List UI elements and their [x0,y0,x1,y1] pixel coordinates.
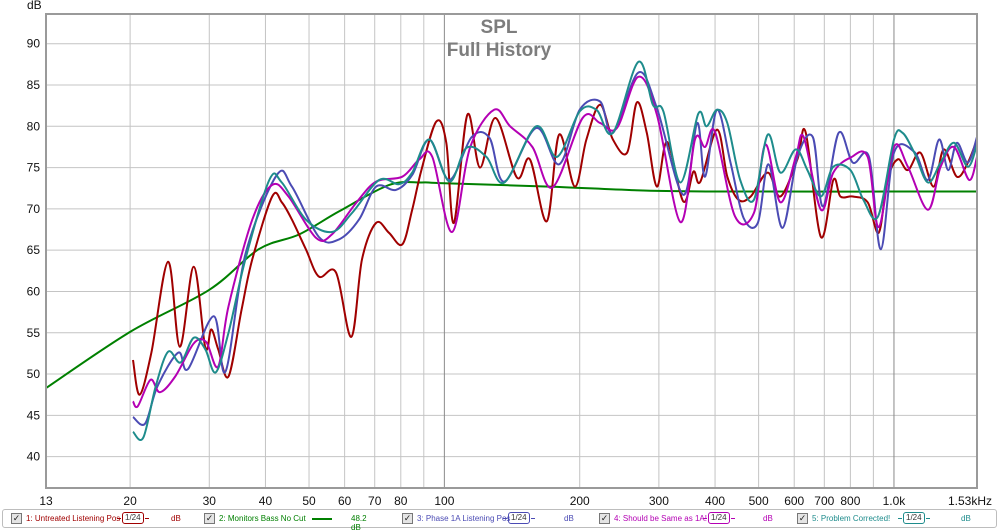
spl-chart: dB SPL Full History 40 45 50 55 60 65 70 75 80 85… [27,0,992,508]
checkbox-series-3[interactable]: ✓ [402,513,413,524]
checkbox-series-2[interactable]: ✓ [204,513,215,524]
checkbox-series-4[interactable]: ✓ [599,513,610,524]
chart-title: SPL [481,17,518,38]
series-line-2 [45,180,978,389]
checkbox-series-1[interactable]: ✓ [11,513,22,524]
x-tick-label: 80 [394,494,408,508]
y-tick-label: 40 [27,450,41,464]
y-tick-label: 80 [27,119,41,133]
grid [46,14,977,488]
legend-value: dB [564,514,574,523]
legend-label: 5: Problem Corrected! [812,514,891,523]
legend-value: dB [763,514,773,523]
legend-label: 4: Should be Same as 1A! [614,514,707,523]
plot-frame [45,13,978,489]
x-tick-label: 1.0k [883,494,907,508]
x-tick-label: 800 [840,494,860,508]
x-tick-label: 400 [705,494,725,508]
x-tick-label: 60 [338,494,352,508]
y-tick-label: 90 [27,37,41,51]
x-tick-label: 700 [814,494,834,508]
legend-label: 2: Monitors Bass No Cut [219,514,306,523]
line-sample [312,518,332,520]
x-tick-label: 500 [749,494,769,508]
legend-label: 3: Phase 1A Listening Pos [417,514,511,523]
x-tick-label: 70 [368,494,382,508]
y-tick-label: 50 [27,367,41,381]
y-tick-label: 75 [27,161,41,175]
x-tick-label: 13 [39,494,53,508]
y-tick-label: 65 [27,243,41,257]
y-tick-label: 85 [27,78,41,92]
legend: ✓ 1: Untreated Listening Pos 1/24 dB ✓ 2… [2,509,997,532]
y-tick-label: 45 [27,408,41,422]
legend-value: dB [961,514,971,523]
smoothing-badge[interactable]: 1/24 [898,512,930,524]
series-line-4 [132,75,978,409]
series-lines [45,60,978,442]
x-tick-label: 1.53kHz [948,494,992,508]
chart-subtitle: Full History [447,40,552,61]
y-tick-label: 70 [27,202,41,216]
x-tick-label: 40 [259,494,273,508]
y-tick-label: 55 [27,326,41,340]
axis-ticks: 40 45 50 55 60 65 70 75 80 85 90 13 20 30 40 50 60 70 80 10… [27,37,992,508]
x-tick-label: 100 [434,494,454,508]
x-tick-label: 50 [302,494,316,508]
x-tick-label: 200 [570,494,590,508]
smoothing-badge[interactable]: 1/24 [503,512,535,524]
legend-value: 48.2 dB [351,514,367,532]
legend-label: 1: Untreated Listening Pos [26,514,121,523]
x-tick-label: 600 [784,494,804,508]
y-axis-label: dB [27,0,42,12]
x-tick-label: 300 [649,494,669,508]
x-tick-label: 30 [203,494,217,508]
checkbox-series-5[interactable]: ✓ [797,513,808,524]
series-line-5 [132,60,978,442]
smoothing-badge[interactable]: 1/24 [703,512,735,524]
series-line-1 [132,101,978,396]
y-tick-label: 60 [27,284,41,298]
legend-value: dB [171,514,181,523]
smoothing-badge[interactable]: 1/24 [117,512,149,524]
x-tick-label: 20 [123,494,137,508]
